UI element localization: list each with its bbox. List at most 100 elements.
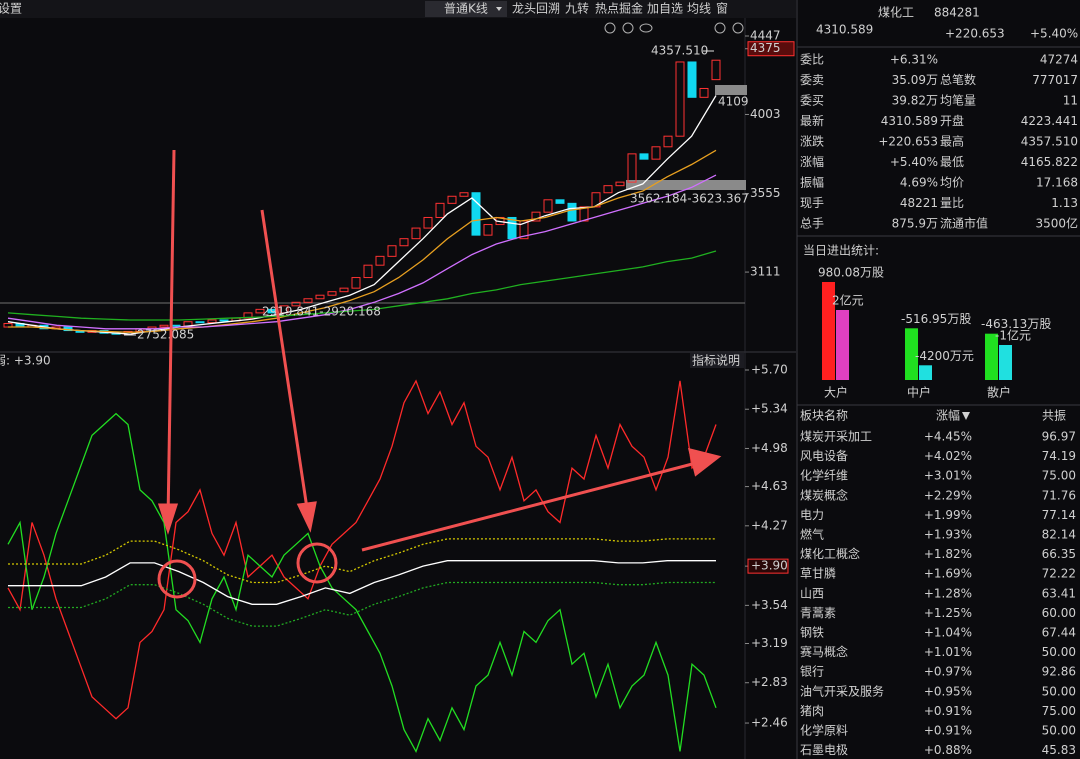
sector-name[interactable]: 石墨电极: [800, 743, 848, 757]
sector-name[interactable]: 燃气: [800, 527, 824, 542]
table-header: 共振: [1042, 409, 1066, 423]
sector-name[interactable]: 电力: [800, 508, 824, 522]
sector-name[interactable]: 风电设备: [800, 449, 848, 463]
toolbar-item[interactable]: 加自选: [647, 2, 683, 16]
sector-score: 67.44: [1042, 626, 1076, 640]
sector-name[interactable]: 钢铁: [800, 626, 824, 640]
candle: [363, 264, 373, 279]
quote-price: 4310.589: [816, 23, 873, 37]
sector-score: 60.00: [1042, 606, 1076, 620]
sector-score: 50.00: [1042, 724, 1076, 738]
flow-label: 980.08万股: [818, 265, 884, 279]
sector-change: +0.91%: [924, 724, 972, 738]
toolbar-item[interactable]: 九转: [565, 1, 589, 16]
toolbar-item: 普通K线: [444, 2, 488, 16]
sector-name[interactable]: 煤炭开采加工: [800, 430, 872, 444]
quote-value: 4310.589: [881, 114, 938, 128]
sector-score: 63.41: [1042, 586, 1076, 600]
quote-pct: +5.40%: [1030, 27, 1078, 41]
table-header: 板块名称: [800, 408, 848, 423]
sector-name[interactable]: 猪肉: [800, 704, 824, 718]
sector-change: +0.97%: [924, 665, 972, 679]
annotation: 4357.510: [651, 44, 708, 58]
sector-name[interactable]: 煤化工概念: [800, 546, 860, 561]
candle: [471, 192, 481, 236]
quote-label: 委卖: [800, 73, 824, 87]
quote-value: 48221: [900, 196, 938, 210]
candle: [171, 324, 181, 327]
flow-label: -4200万元: [915, 349, 974, 363]
quote-value: 4223.441: [1021, 114, 1078, 128]
sector-name[interactable]: 化学纤维: [800, 468, 848, 483]
sector-name[interactable]: 化学原料: [800, 723, 848, 738]
annotations-overlay: [157, 149, 722, 599]
sector-name[interactable]: 赛马概念: [800, 644, 848, 659]
y-tick-label: 4375: [750, 41, 781, 55]
toolbar-item[interactable]: 龙头回溯: [512, 1, 560, 16]
sector-change: +1.69%: [924, 567, 972, 581]
sector-change: +0.88%: [924, 743, 972, 757]
sector-name[interactable]: 山西: [800, 586, 824, 600]
candle: [507, 216, 517, 240]
icon[interactable]: [604, 22, 616, 34]
indicator-line: [8, 560, 716, 605]
candle: [675, 61, 685, 137]
arrow: [166, 149, 176, 521]
icon[interactable]: [714, 22, 726, 34]
sector-name[interactable]: 银行: [800, 665, 824, 679]
icon[interactable]: [622, 22, 634, 34]
moving-average: [7, 95, 717, 335]
quote-label: 均价: [940, 176, 964, 190]
quote-label: 涨幅: [800, 154, 824, 169]
help-button-label[interactable]: 指标说明: [692, 353, 740, 368]
circle: [157, 559, 197, 599]
toolbar-item[interactable]: 窗: [716, 2, 728, 16]
sector-score: 92.86: [1042, 665, 1076, 679]
flow-label: 2亿元: [832, 293, 864, 308]
y-tick-label: 4003: [750, 107, 781, 121]
chart-icons: [604, 22, 744, 34]
y-tick-label: +3.19: [751, 636, 788, 650]
flow-label: -463.13万股: [981, 317, 1051, 331]
quote-label: 最低: [940, 155, 964, 169]
indicator-line: [7, 412, 717, 753]
arrow-head: [296, 501, 317, 533]
quote-label: 委买: [800, 94, 824, 108]
icon[interactable]: [639, 23, 653, 33]
toolbar-bg: [0, 0, 796, 18]
sector-change: +4.02%: [924, 449, 972, 463]
candle: [627, 153, 637, 183]
sector-name[interactable]: 油气开采及服务: [800, 683, 884, 698]
flows-title: 当日进出统计:: [803, 244, 879, 258]
sector-score: 71.76: [1042, 488, 1076, 502]
annotation: 3562.184-3623.367: [630, 192, 749, 206]
candle: [207, 319, 217, 324]
candle: [423, 216, 433, 229]
flow-label: -1亿元: [995, 328, 1031, 343]
candle: [351, 277, 361, 289]
quote-label: 涨跌: [800, 134, 824, 149]
sector-score: 96.97: [1042, 430, 1076, 444]
help-button: [690, 353, 744, 368]
flow-bar: [822, 281, 835, 380]
quote-label: 振幅: [800, 175, 824, 190]
toolbar-item: 设置: [0, 2, 22, 16]
icon[interactable]: [732, 22, 744, 34]
quote-label: 委比: [800, 53, 824, 67]
quote-value: 17.168: [1036, 176, 1078, 190]
candle: [291, 301, 301, 307]
toolbar-item[interactable]: 热点掘金: [595, 1, 643, 16]
y-tick-label: 3111: [750, 265, 781, 279]
candle: [255, 308, 265, 314]
toolbar-item[interactable]: 均线: [687, 2, 711, 16]
sector-name[interactable]: 煤炭概念: [800, 487, 848, 502]
sector-name[interactable]: 草甘膦: [800, 566, 836, 581]
candle: [663, 135, 673, 148]
sector-change: +3.01%: [924, 469, 972, 483]
candle: [303, 298, 313, 303]
candle: [387, 245, 397, 257]
sector-name[interactable]: 青蒿素: [800, 606, 836, 620]
y-tick-label: +4.63: [751, 479, 788, 493]
